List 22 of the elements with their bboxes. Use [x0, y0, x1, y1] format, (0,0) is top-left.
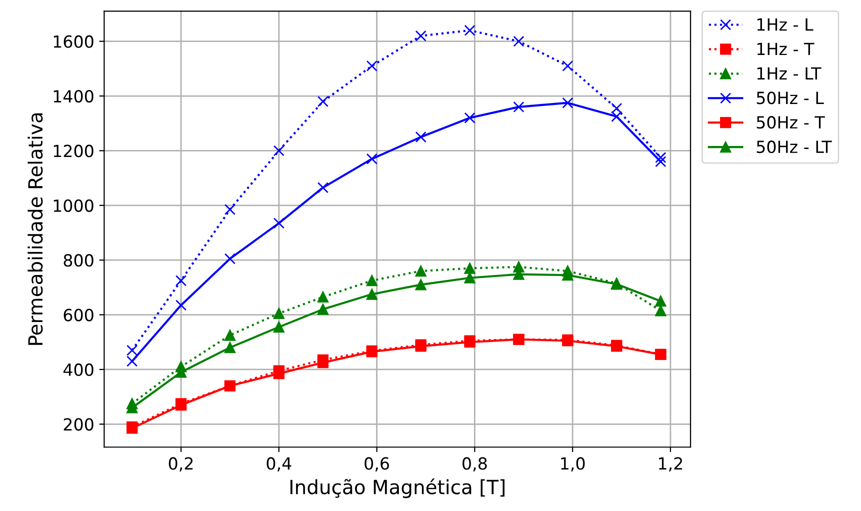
legend-label: 1Hz - L [757, 18, 814, 31]
x-tick-label: 0,6 [364, 457, 389, 472]
legend-label: 50Hz - T [756, 116, 825, 129]
x-tick-label: 0,8 [462, 457, 487, 472]
y-axis-title: Permeabilidade Relativa [28, 113, 43, 345]
y-tick-label: 1000 [54, 199, 94, 212]
y-tick-label: 800 [64, 254, 94, 267]
legend-label: 50Hz - L [756, 92, 824, 104]
y-tick-label: 1400 [54, 90, 94, 103]
y-tick-label: 1200 [54, 144, 94, 158]
legend-label: 1Hz - LT [757, 67, 822, 80]
legend-label: 50Hz - LT [756, 140, 832, 154]
x-tick-label: 0,4 [266, 457, 292, 472]
y-tick-label: 600 [64, 308, 94, 322]
x-tick-label: 1,2 [659, 457, 682, 472]
y-tick-label: 400 [63, 363, 94, 376]
y-tick-label: 1600 [54, 35, 94, 48]
x-axis-title: Indução Magnética [T] [290, 478, 504, 498]
legend-label: 1Hz - T [757, 42, 814, 56]
y-tick-label: 200 [64, 418, 94, 431]
x-tick-label: 0,2 [168, 457, 193, 472]
x-tick-label: 1,0 [561, 457, 585, 472]
